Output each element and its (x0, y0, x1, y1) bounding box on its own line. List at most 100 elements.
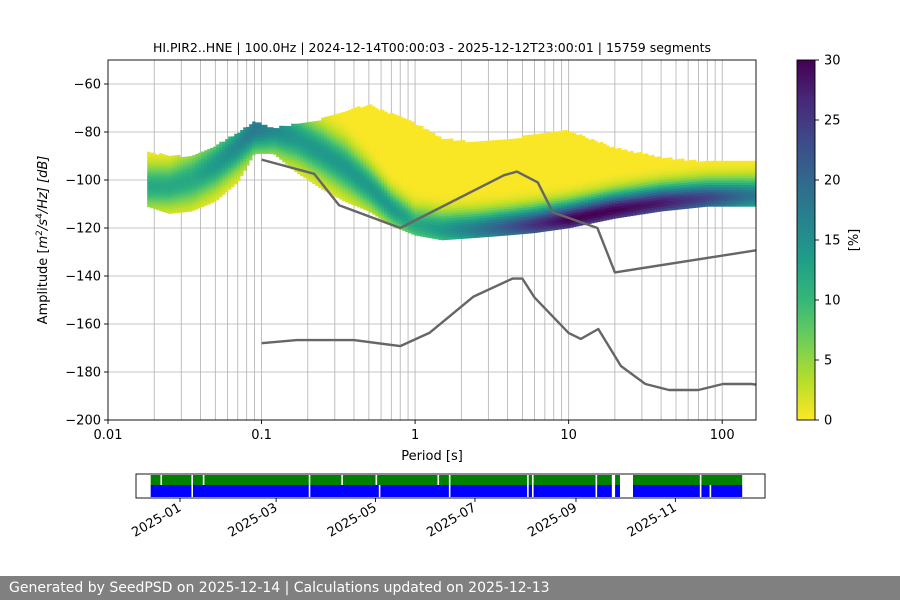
heatmap-cell (414, 160, 418, 164)
heatmap-cell (348, 177, 352, 180)
heatmap-cell (405, 179, 409, 182)
heatmap-cell (237, 166, 241, 170)
heatmap-cell (402, 189, 406, 193)
heatmap-cell (459, 221, 463, 225)
heatmap-cell (507, 225, 511, 229)
heatmap-cell (438, 220, 442, 224)
heatmap-cell (240, 166, 244, 169)
heatmap-cell (378, 119, 382, 123)
heatmap-cell (324, 181, 328, 185)
heatmap-cell (486, 164, 490, 168)
heatmap-cell (480, 196, 484, 200)
heatmap-cell (594, 219, 598, 223)
heatmap-cell (585, 200, 589, 203)
heatmap-cell (237, 154, 241, 158)
heatmap-cell (573, 152, 577, 156)
heatmap-cell (255, 129, 259, 133)
heatmap-cell (318, 137, 322, 140)
heatmap-cell (477, 167, 481, 171)
heatmap-cell (459, 236, 463, 239)
heatmap-cell (483, 222, 487, 226)
heatmap-cell (414, 182, 418, 186)
heatmap-cell (525, 207, 529, 210)
heatmap-cell (288, 157, 292, 160)
heatmap-cell (507, 215, 511, 219)
heatmap-cell (315, 159, 319, 163)
heatmap-cell (159, 203, 163, 207)
heatmap-cell (516, 227, 520, 230)
heatmap-cell (198, 157, 202, 161)
heatmap-cell (396, 216, 400, 219)
heatmap-cell (537, 215, 541, 219)
heatmap-cell (561, 209, 565, 213)
heatmap-cell (573, 161, 577, 165)
heatmap-cell (573, 200, 577, 204)
heatmap-cell (510, 138, 514, 142)
heatmap-cell (411, 123, 415, 127)
heatmap-cell (267, 127, 271, 130)
heatmap-cell (324, 131, 328, 134)
heatmap-cell (237, 149, 241, 153)
heatmap-cell (489, 150, 493, 153)
heatmap-cell (387, 120, 391, 124)
heatmap-cell (207, 187, 211, 191)
heatmap-cell (231, 169, 235, 173)
heatmap-cell (384, 205, 388, 208)
heatmap-cell (507, 177, 511, 181)
heatmap-cell (147, 194, 151, 198)
heatmap-cell (150, 167, 154, 170)
heatmap-cell (510, 220, 514, 224)
heatmap-cell (360, 145, 364, 149)
heatmap-cell (444, 172, 448, 176)
heatmap-cell (516, 150, 520, 153)
heatmap-cell (540, 138, 544, 141)
heatmap-cell (444, 186, 448, 190)
heatmap-cell (363, 197, 367, 201)
heatmap-cell (168, 184, 172, 188)
heatmap-cell (228, 177, 232, 180)
heatmap-cell (462, 149, 466, 153)
heatmap-cell (219, 161, 223, 164)
heatmap-cell (411, 164, 415, 168)
heatmap-cell (171, 196, 175, 200)
heatmap-cell (216, 182, 220, 186)
heatmap-cell (186, 166, 190, 169)
heatmap-cell (324, 169, 328, 173)
heatmap-cell (426, 235, 430, 238)
heatmap-cell (315, 183, 319, 187)
heatmap-cell (219, 187, 223, 191)
heatmap-cell (312, 145, 316, 149)
heatmap-cell (486, 229, 490, 233)
heatmap-cell (570, 184, 574, 187)
heatmap-cell (546, 197, 550, 201)
heatmap-cell (591, 199, 595, 202)
heatmap-cell (450, 184, 454, 187)
heatmap-cell (441, 175, 445, 178)
heatmap-cell (537, 172, 541, 175)
heatmap-cell (318, 125, 322, 128)
heatmap-cell (348, 138, 352, 142)
heatmap-cell (501, 149, 505, 152)
heatmap-cell (477, 158, 481, 161)
heatmap-cell (528, 134, 532, 138)
heatmap-cell (180, 205, 184, 208)
heatmap-cell (522, 168, 526, 172)
heatmap-cell (162, 187, 166, 191)
heatmap-cell (411, 145, 415, 149)
heatmap-cell (522, 149, 526, 153)
heatmap-cell (159, 160, 163, 164)
heatmap-cell (477, 203, 481, 207)
heatmap-cell (432, 185, 436, 189)
heatmap-cell (504, 170, 508, 174)
heatmap-cell (381, 116, 385, 120)
heatmap-cell (510, 232, 514, 236)
heatmap-cell (381, 157, 385, 161)
heatmap-cell (372, 137, 376, 141)
heatmap-cell (555, 203, 559, 206)
heatmap-cell (357, 178, 361, 181)
heatmap-cell (549, 177, 553, 181)
heatmap-cell (423, 145, 427, 149)
heatmap-cell (378, 162, 382, 166)
heatmap-cell (369, 135, 373, 139)
heatmap-cell (507, 141, 511, 145)
